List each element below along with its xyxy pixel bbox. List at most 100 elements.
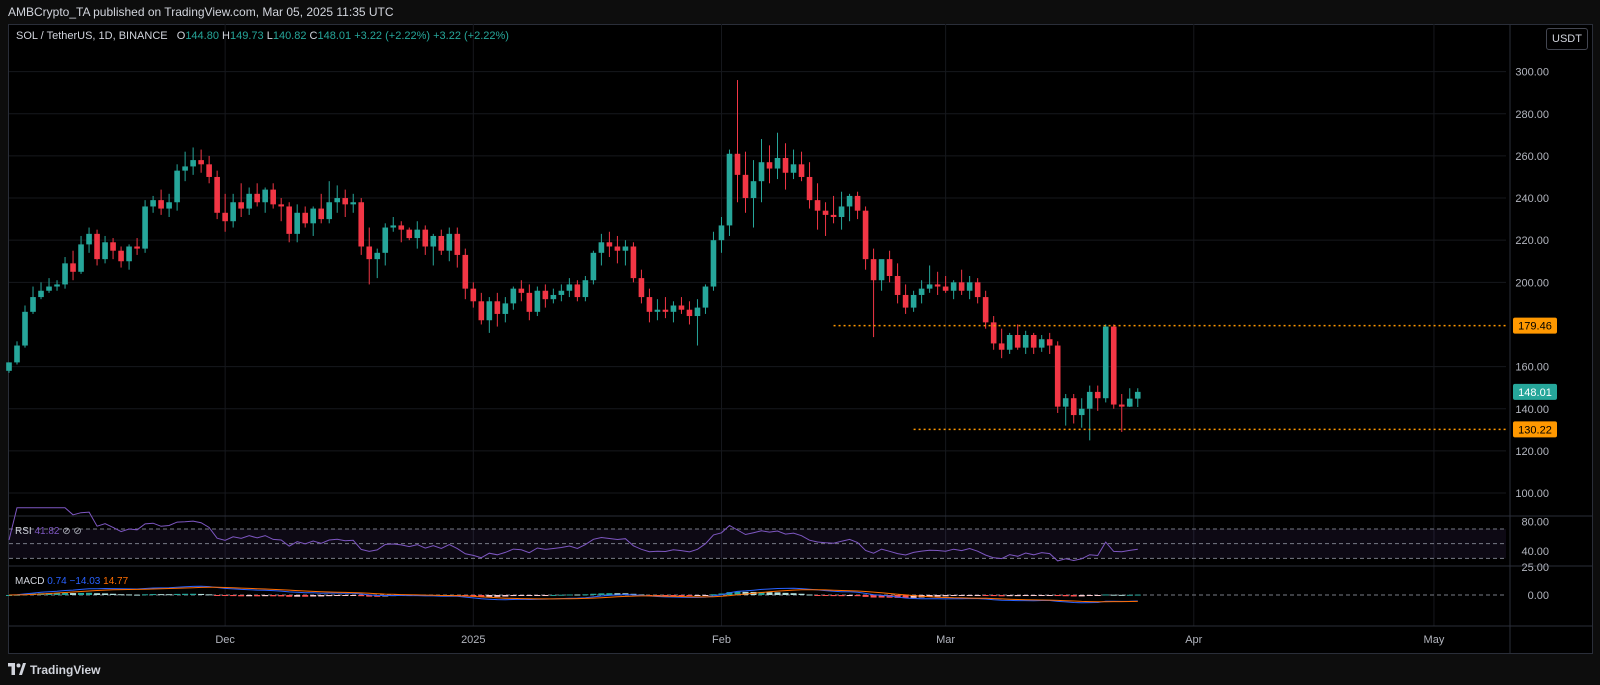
macd-hist-bar bbox=[118, 594, 125, 596]
candle-body bbox=[454, 233, 461, 255]
time-tick-label: Dec bbox=[215, 634, 235, 646]
macd-hist-bar bbox=[86, 592, 93, 595]
macd-hist-bar bbox=[150, 594, 157, 596]
price-tick-label: 300.00 bbox=[1515, 67, 1549, 79]
candle-body bbox=[1118, 404, 1125, 407]
candle-body bbox=[630, 246, 637, 279]
price-tick-label: 260.00 bbox=[1515, 151, 1549, 163]
chart-frame[interactable] bbox=[8, 24, 1593, 654]
candle-body bbox=[694, 307, 701, 317]
macd-hist-bar bbox=[526, 595, 533, 596]
high-value: 149.73 bbox=[229, 30, 264, 42]
macd-signal-value: −14.03 bbox=[69, 576, 101, 587]
time-tick-label: Apr bbox=[1185, 634, 1202, 646]
candle-body bbox=[870, 259, 877, 281]
candle-body bbox=[326, 202, 333, 220]
macd-hist-bar bbox=[598, 593, 605, 595]
macd-hist-bar bbox=[278, 595, 285, 597]
candle-body bbox=[150, 200, 156, 207]
rsi-hidden-icons[interactable]: ⊘ ⊘ bbox=[62, 526, 82, 537]
rsi-label: RSI bbox=[15, 526, 32, 537]
candle-body bbox=[878, 259, 885, 281]
publisher-text: AMBCrypto_TA published on TradingView.co… bbox=[8, 5, 394, 19]
candle-body bbox=[950, 282, 957, 291]
macd-hist-bar bbox=[574, 594, 581, 596]
candle-body bbox=[254, 193, 260, 203]
candle-body bbox=[286, 206, 292, 234]
macd-hist-bar bbox=[1038, 595, 1045, 596]
symbol-title[interactable]: SOL / TetherUS, 1D, BINANCE bbox=[16, 30, 168, 42]
macd-hist-bar bbox=[958, 595, 965, 596]
macd-hist-bar bbox=[310, 595, 317, 597]
candle-body bbox=[558, 290, 565, 295]
time-tick-label: Feb bbox=[712, 634, 731, 646]
close-label: C bbox=[309, 30, 318, 42]
macd-hist-bar bbox=[166, 594, 173, 596]
macd-hist-bar bbox=[1054, 595, 1061, 597]
last-price-label: 148.01 bbox=[1518, 387, 1552, 399]
macd-hist-bar bbox=[294, 595, 301, 597]
macd-hist-bar bbox=[326, 595, 333, 597]
candle-body bbox=[566, 284, 573, 291]
candle-body bbox=[414, 229, 421, 239]
candle-body bbox=[974, 282, 981, 298]
candle-body bbox=[366, 246, 373, 260]
close-value: 148.01 bbox=[317, 30, 352, 42]
macd-hist-bar bbox=[550, 594, 557, 596]
macd-hist-bar bbox=[614, 593, 621, 595]
candle-body bbox=[782, 158, 789, 173]
macd-hist-bar bbox=[318, 595, 325, 597]
candle-body bbox=[758, 162, 765, 182]
macd-hist-bar bbox=[590, 593, 597, 595]
candle-body bbox=[918, 288, 925, 295]
macd-hist-bar bbox=[942, 595, 949, 597]
ohlc-legend: SOL / TetherUS, 1D, BINANCE O144.80 H149… bbox=[16, 30, 509, 42]
candle-body bbox=[998, 343, 1005, 350]
candle-body bbox=[510, 288, 517, 304]
candle-body bbox=[1094, 391, 1101, 399]
candle-body bbox=[470, 288, 477, 302]
macd-hist-bar bbox=[534, 595, 541, 596]
macd-hist-bar bbox=[334, 595, 341, 596]
candle-body bbox=[350, 202, 357, 205]
candle-body bbox=[78, 244, 84, 272]
candle-body bbox=[582, 280, 589, 298]
rsi-line bbox=[8, 507, 1138, 562]
footer-brand[interactable]: TradingView bbox=[30, 663, 101, 677]
macd-hist-bar bbox=[1014, 595, 1021, 597]
candle-body bbox=[814, 200, 821, 211]
candle-body bbox=[158, 200, 164, 209]
candle-body bbox=[518, 288, 525, 293]
candle-body bbox=[1022, 335, 1029, 348]
macd-axis-label: 0.00 bbox=[1528, 590, 1549, 602]
macd-hist-bar bbox=[830, 595, 837, 597]
macd-hist-bar bbox=[934, 595, 941, 597]
macd-hist-bar bbox=[878, 595, 885, 598]
candle-body bbox=[734, 153, 741, 175]
rsi-value: 41.82 bbox=[34, 526, 60, 537]
macd-hist-bar bbox=[254, 595, 261, 597]
candle-body bbox=[478, 301, 485, 321]
macd-hist-bar bbox=[350, 595, 357, 596]
candle-body bbox=[1054, 345, 1061, 407]
macd-hist-bar bbox=[342, 595, 349, 596]
macd-hist-bar bbox=[806, 594, 813, 596]
candle-body bbox=[166, 202, 172, 209]
price-tick-label: 240.00 bbox=[1515, 193, 1549, 205]
candle-body bbox=[6, 362, 12, 371]
macd-hist-bar bbox=[1062, 595, 1069, 597]
currency-button[interactable]: USDT bbox=[1546, 28, 1588, 50]
candle-body bbox=[62, 263, 68, 285]
candle-body bbox=[46, 286, 52, 291]
price-tick-label: 140.00 bbox=[1515, 404, 1549, 416]
candle-body bbox=[726, 153, 733, 226]
rsi-axis-label: 80.00 bbox=[1521, 517, 1549, 529]
candle-body bbox=[702, 286, 709, 308]
level-price-tag bbox=[1513, 317, 1557, 334]
macd-hist-bar bbox=[990, 595, 997, 597]
candle-body bbox=[750, 181, 757, 199]
candle-body bbox=[1046, 339, 1053, 346]
candle-body bbox=[854, 195, 861, 211]
candle-body bbox=[398, 225, 405, 230]
